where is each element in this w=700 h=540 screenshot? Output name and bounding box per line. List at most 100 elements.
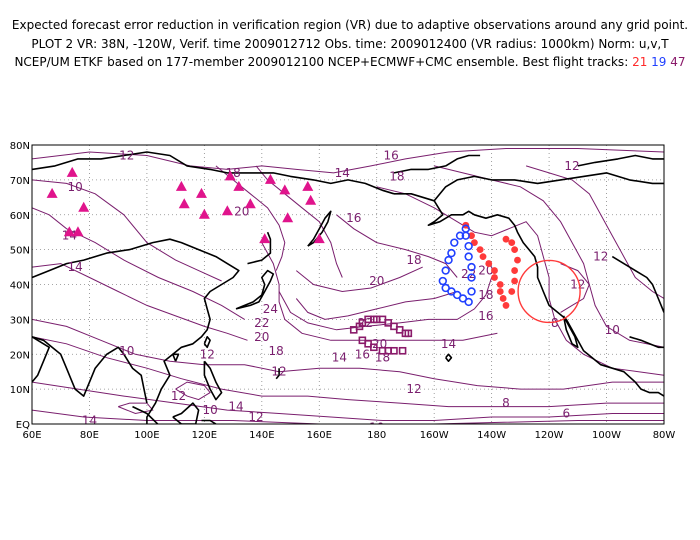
track-19-point	[467, 262, 476, 272]
observation-triangle	[233, 180, 245, 191]
contour-label: 10	[67, 180, 82, 194]
lat-label: 70N	[10, 176, 30, 187]
coastline	[275, 368, 280, 380]
lat-label: 40N	[10, 281, 30, 292]
track-21-point	[496, 288, 504, 295]
observation-triangle	[72, 226, 84, 237]
flight-tracks	[349, 221, 521, 355]
contour-label: 10	[119, 344, 134, 358]
coastline	[394, 193, 664, 397]
track-21-point	[471, 239, 478, 247]
contour-label: 16	[355, 347, 370, 361]
contour-line	[278, 277, 493, 331]
lon-label: 60E	[22, 430, 41, 441]
track-19-point	[455, 231, 465, 240]
observation-triangle	[195, 187, 207, 198]
track-47-point	[358, 336, 367, 345]
contour-line	[560, 263, 590, 313]
contour-line	[525, 165, 664, 299]
contour-label: 10	[369, 420, 384, 434]
contour-label: 14	[332, 351, 347, 365]
coastline	[203, 360, 223, 401]
track-21-label: 21	[632, 55, 648, 69]
contour-label: 24	[263, 302, 278, 316]
contour-lines	[32, 148, 664, 424]
lon-label: 140E	[249, 430, 274, 441]
contour-line	[376, 186, 664, 376]
track-21-point	[511, 277, 519, 285]
contour-line	[32, 381, 664, 421]
contour-label: 14	[441, 337, 456, 351]
track-21-point	[514, 256, 521, 264]
coastline	[393, 154, 481, 174]
lon-label: 120E	[192, 430, 217, 441]
contour-label: 22	[254, 316, 269, 330]
track-21-point	[485, 260, 493, 267]
coastline	[433, 172, 664, 202]
observation-triangle	[175, 180, 187, 191]
contour-label: 10	[605, 323, 620, 337]
coastline	[247, 231, 272, 265]
contour-line	[32, 318, 664, 390]
observation-triangle	[221, 205, 233, 216]
contour-label: 20	[369, 274, 384, 288]
coastline	[203, 335, 211, 349]
contour-label: 16	[346, 211, 361, 225]
contour-line	[32, 336, 664, 408]
lon-label: 140W	[477, 430, 506, 441]
track-21-point	[496, 281, 504, 288]
lat-label: EQ	[16, 420, 30, 431]
contour-label: 16	[383, 148, 398, 162]
track-21-point	[491, 274, 498, 281]
contour-line	[32, 263, 248, 341]
contour-line	[32, 179, 222, 282]
coastline	[445, 353, 453, 363]
contour-label: 14	[228, 400, 243, 414]
track-19-point	[464, 297, 473, 307]
lat-label: 30N	[10, 315, 30, 326]
lon-label: 120W	[535, 430, 564, 441]
lon-label: 180	[367, 430, 386, 441]
track-21-point	[499, 295, 507, 302]
contour-label: 20	[254, 330, 269, 344]
contour-line	[32, 148, 664, 174]
observation-triangle	[63, 226, 75, 237]
coastline	[172, 353, 180, 362]
contour-line	[118, 402, 154, 415]
coastline	[611, 255, 664, 313]
contour-label: 12	[570, 278, 585, 292]
track-19-point	[464, 252, 473, 261]
observation-triangle	[78, 201, 90, 212]
lon-label: 160E	[307, 430, 332, 441]
contour-label: 12	[119, 148, 134, 162]
contour-line	[295, 266, 423, 293]
contour-line	[295, 291, 458, 320]
lon-label: 100E	[134, 430, 159, 441]
coastline	[32, 151, 395, 195]
contour-label: 8	[551, 316, 559, 330]
map-frame	[31, 144, 665, 425]
track-21-point	[468, 232, 475, 240]
lat-label: 20N	[10, 350, 30, 361]
track-21-point	[511, 246, 519, 254]
observation-triangle	[198, 208, 210, 219]
verification-region	[517, 259, 581, 324]
contour-label: 14	[67, 260, 82, 274]
coastline	[577, 154, 664, 167]
contour-line	[261, 242, 498, 341]
coastlines	[32, 151, 664, 424]
observation-triangle	[302, 180, 314, 191]
contour-label: 18	[389, 169, 404, 183]
track-21-point	[491, 267, 498, 274]
coastline	[201, 419, 217, 424]
contour-label: 14	[335, 166, 350, 180]
observation-triangle	[305, 194, 317, 205]
track-21-point	[511, 267, 519, 274]
lat-label: 50N	[10, 246, 30, 257]
lat-label: 80N	[10, 141, 30, 152]
track-47-label: 47	[670, 55, 686, 69]
contour-label: 12	[593, 250, 608, 264]
coastline	[235, 269, 275, 310]
contour-label: 16	[478, 309, 493, 323]
